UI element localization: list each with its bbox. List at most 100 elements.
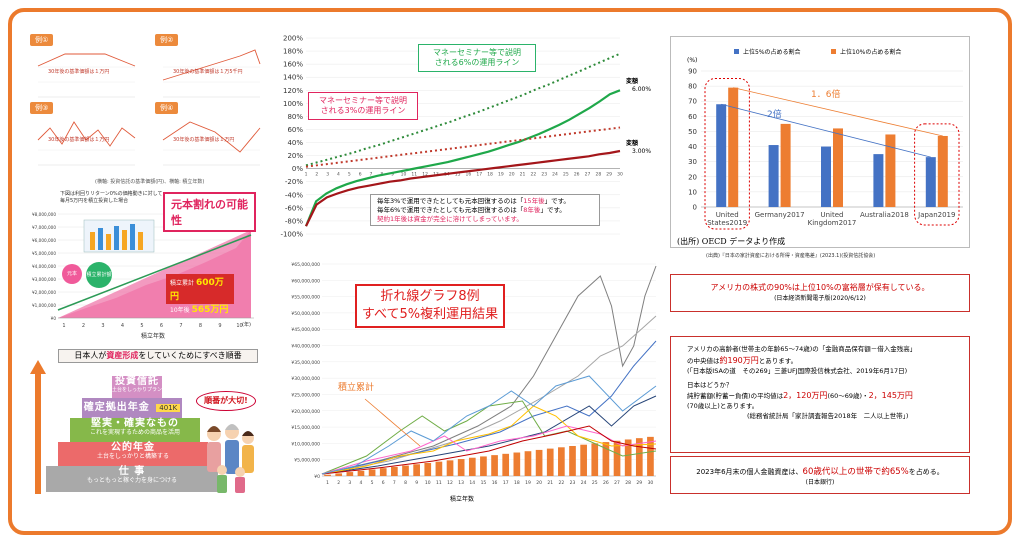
sum-label-2: 10年後 — [170, 307, 190, 314]
eight-x-tick: 27 — [614, 480, 620, 486]
rate-x-tick: 1 — [305, 172, 308, 178]
eight-y-tick: ¥20,000,000 — [291, 409, 320, 415]
note1-post: 」です。 — [544, 197, 570, 205]
mini-chart-source: (横軸: 投資信託の基準価額(円)、横軸: 積立年数) — [95, 179, 205, 185]
example-series-line — [321, 405, 657, 475]
eight-x-tick: 26 — [603, 480, 609, 486]
up-arrow — [30, 360, 46, 494]
pyramid-level-sub: これを実現するための商品を活用 — [89, 428, 180, 436]
pyramid-level-title: 堅実・確実なもの — [91, 418, 179, 429]
cumulative-bar — [591, 443, 599, 476]
eight-x-tick: 7 — [393, 480, 396, 486]
cumulative-bar — [546, 448, 554, 476]
annot-2x: 2倍 — [767, 110, 782, 120]
jp-2: (70歳以上)とあります。 — [687, 402, 759, 411]
rate-x-tick: 28 — [595, 172, 601, 178]
mini-chart-tag: 例② — [155, 34, 179, 46]
rate-y-tick: 0% — [292, 165, 303, 173]
cumulative-bar — [435, 461, 443, 476]
oecd-y-tick: 20 — [688, 173, 697, 181]
rate-x-tick: 26 — [574, 172, 580, 178]
eight-x-tick: 3 — [348, 480, 351, 486]
mini-chart-tag: 例③ — [30, 102, 54, 114]
oecd-category-label: States2019 — [707, 219, 747, 227]
principal-x-unit: (年) — [242, 322, 251, 328]
rate-x-tick: 6 — [359, 172, 362, 178]
oecd-y-tick: 90 — [688, 68, 697, 76]
eight-x-tick: 24 — [581, 480, 587, 486]
eight-x-tick: 15 — [481, 480, 487, 486]
cumulative-bar — [613, 440, 621, 476]
example-series-line — [321, 265, 657, 475]
cumulative-bar — [357, 470, 365, 476]
cumulative-bar — [480, 456, 487, 476]
principal-x-tick: 4 — [121, 323, 124, 329]
pyramid-level-sub: 土台をしっかりと構築する — [96, 452, 169, 460]
jp-assets-source: (日本銀行) — [805, 479, 835, 486]
eight-x-tick: 14 — [469, 480, 475, 486]
rate-series-line — [305, 126, 621, 168]
oecd-trend-top5 — [721, 103, 931, 158]
eight-x-tick: 11 — [436, 480, 442, 486]
mini-chart-caption: 30年後の基準価額は１万5千円 — [173, 69, 243, 75]
principal-y-tick: ¥2,000,000 — [32, 290, 56, 295]
cumulative-bar — [624, 439, 632, 476]
jp-assets-post: を占める。 — [908, 468, 944, 476]
legend-top10: 上位10%の占める割合 — [840, 49, 902, 56]
rate-x-tick: 22 — [531, 172, 537, 178]
cumulative-bar — [491, 455, 498, 476]
rate-x-tick: 21 — [520, 172, 526, 178]
eight-x-tick: 29 — [636, 480, 642, 486]
oecd-y-tick: 80 — [688, 83, 697, 91]
pyramid-level-public-pension: 公的年金 土台をしっかりと構築する — [58, 442, 208, 466]
mini-chart-line — [162, 121, 261, 166]
principal-x-tick: 2 — [82, 323, 85, 329]
cumulative-bar — [468, 457, 476, 476]
principal-xlabel: 積立年数 — [141, 333, 166, 340]
oecd-y-tick: 60 — [688, 113, 697, 121]
principal-x-tick: 6 — [160, 323, 163, 329]
eight-y-tick: ¥55,000,000 — [291, 295, 320, 301]
eight-x-tick: 30 — [648, 480, 654, 486]
eight-y-tick: ¥15,000,000 — [291, 425, 320, 431]
oecd-category-label: United — [716, 211, 739, 219]
rate-y-tick: -60% — [285, 204, 303, 212]
rate-x-tick: 10 — [401, 172, 407, 178]
cumulative-bar — [502, 453, 510, 476]
sum-value-2: 565万円 — [191, 305, 229, 315]
cumulative-bar — [569, 445, 576, 476]
pyramid-level-investment-trust: 投資信託 土台をしっかりプランニングしたあとに — [112, 376, 202, 398]
legend-swatch-top10 — [831, 49, 836, 54]
oecd-bar — [768, 145, 779, 207]
eight-x-tick: 9 — [415, 480, 418, 486]
jp-financial-assets-box: 2023年6月末の個人金融資産は、60歳代以上の世帯で約65%を占める。 (日本… — [670, 456, 970, 494]
principal-x-tick: 1 — [62, 323, 65, 329]
cumulative-bar — [335, 473, 343, 476]
sum-value-1: 600万円 — [170, 278, 224, 302]
eight-x-tick: 10 — [425, 480, 431, 486]
eight-x-tick: 20 — [536, 480, 542, 486]
cumulative-bar — [524, 451, 532, 476]
principal-sum-box: 積立累計 600万円 10年後 565万円 — [166, 274, 234, 315]
oecd-category-label: United — [821, 211, 844, 219]
rate-x-tick: 2 — [315, 172, 318, 178]
principal-y-tick: ¥0 — [51, 316, 57, 321]
cumulative-label: 積立累計 — [338, 383, 375, 393]
rate-x-tick: 5 — [348, 172, 351, 178]
oecd-unit: (%) — [687, 57, 698, 64]
pyramid-level-work: 仕 事 もっともっと稼ぐ力を身につける — [46, 466, 218, 492]
eight-lines-title-1: 折れ線グラフ8例 — [380, 289, 480, 304]
pyramid-level-title: 仕 事 — [118, 466, 146, 477]
eight-x-tick: 19 — [525, 480, 531, 486]
eight-x-tick: 25 — [592, 480, 598, 486]
rate-x-tick: 4 — [337, 172, 340, 178]
cumulative-bar — [413, 464, 420, 476]
oecd-bar — [937, 135, 948, 207]
oecd-highlight-japan — [914, 123, 960, 226]
jp-1-em2: 2，145万円 — [868, 391, 913, 401]
note1-years: 15年後 — [523, 197, 545, 205]
eight-x-tick: 8 — [404, 480, 407, 486]
pyramid-header-post: をしていくためにすべき順番 — [138, 351, 242, 360]
principal-y-tick: ¥3,000,000 — [32, 277, 56, 282]
oecd-trend-top10 — [733, 87, 943, 137]
